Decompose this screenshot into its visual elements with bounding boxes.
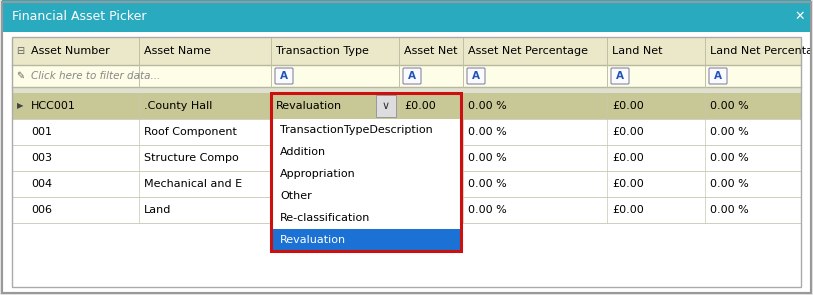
- Bar: [12, 119, 801, 145]
- Text: A: A: [280, 71, 288, 81]
- Text: Transaction Type: Transaction Type: [276, 46, 369, 56]
- Text: ▶: ▶: [17, 101, 24, 111]
- FancyBboxPatch shape: [467, 68, 485, 84]
- Text: ✎: ✎: [16, 71, 24, 81]
- FancyBboxPatch shape: [403, 68, 421, 84]
- Text: 0.00 %: 0.00 %: [468, 127, 506, 137]
- Text: Mechanical and E: Mechanical and E: [144, 179, 242, 189]
- Text: ∨: ∨: [382, 101, 390, 111]
- Bar: [376, 95, 396, 117]
- Text: TransactionTypeDescription: TransactionTypeDescription: [280, 125, 433, 135]
- Text: Land Net: Land Net: [612, 46, 663, 56]
- Text: Revaluation: Revaluation: [276, 101, 342, 111]
- Text: A: A: [472, 71, 480, 81]
- Text: .County Hall: .County Hall: [144, 101, 212, 111]
- Text: £0.00: £0.00: [612, 101, 644, 111]
- Bar: [272, 119, 460, 251]
- Bar: [12, 171, 801, 197]
- Text: 0.00 %: 0.00 %: [468, 153, 506, 163]
- Text: £0.00: £0.00: [612, 127, 644, 137]
- Text: HCC001: HCC001: [31, 101, 76, 111]
- Text: 0.00 %: 0.00 %: [710, 205, 749, 215]
- Text: 0.00 %: 0.00 %: [468, 101, 506, 111]
- Text: Structure Compo: Structure Compo: [144, 153, 239, 163]
- Text: 003: 003: [31, 153, 52, 163]
- Text: £0.00: £0.00: [612, 205, 644, 215]
- Text: 0.00 %: 0.00 %: [710, 127, 749, 137]
- Text: A: A: [408, 71, 416, 81]
- Text: Appropriation: Appropriation: [280, 169, 356, 179]
- Bar: [12, 87, 801, 93]
- Bar: [272, 229, 460, 251]
- Text: 006: 006: [31, 205, 52, 215]
- Text: £0.00: £0.00: [612, 179, 644, 189]
- Text: Click here to filter data...: Click here to filter data...: [31, 71, 160, 81]
- Bar: [12, 93, 801, 119]
- Text: 0.00 %: 0.00 %: [468, 205, 506, 215]
- Text: Asset Name: Asset Name: [144, 46, 211, 56]
- Text: 0.00 %: 0.00 %: [710, 179, 749, 189]
- Text: 004: 004: [31, 179, 52, 189]
- Bar: [12, 37, 801, 287]
- Text: A: A: [714, 71, 722, 81]
- Text: Land: Land: [144, 205, 172, 215]
- Text: Land Net Percentage: Land Net Percentage: [710, 46, 813, 56]
- Text: Other: Other: [280, 191, 311, 201]
- Text: 0.00 %: 0.00 %: [468, 179, 506, 189]
- Text: Asset Net: Asset Net: [404, 46, 458, 56]
- Bar: [12, 37, 801, 65]
- Text: ✕: ✕: [795, 9, 805, 22]
- Text: Addition: Addition: [280, 147, 326, 157]
- Text: Asset Net Percentage: Asset Net Percentage: [468, 46, 588, 56]
- FancyBboxPatch shape: [709, 68, 727, 84]
- Text: Revaluation: Revaluation: [280, 235, 346, 245]
- Text: Roof Component: Roof Component: [144, 127, 237, 137]
- Text: £0.00: £0.00: [404, 101, 436, 111]
- Bar: [12, 145, 801, 171]
- Text: Re-classification: Re-classification: [280, 213, 371, 223]
- Text: Asset Number: Asset Number: [31, 46, 110, 56]
- Text: 001: 001: [31, 127, 52, 137]
- Bar: [12, 65, 801, 87]
- FancyBboxPatch shape: [611, 68, 629, 84]
- Bar: [12, 197, 801, 223]
- Text: £0.00: £0.00: [612, 153, 644, 163]
- Text: 0.00 %: 0.00 %: [710, 153, 749, 163]
- Text: 0.00 %: 0.00 %: [710, 101, 749, 111]
- Text: ⊟: ⊟: [16, 46, 24, 56]
- Text: Financial Asset Picker: Financial Asset Picker: [12, 9, 146, 22]
- FancyBboxPatch shape: [275, 68, 293, 84]
- Bar: [271, 93, 461, 251]
- Bar: [2, 0, 811, 32]
- Text: A: A: [616, 71, 624, 81]
